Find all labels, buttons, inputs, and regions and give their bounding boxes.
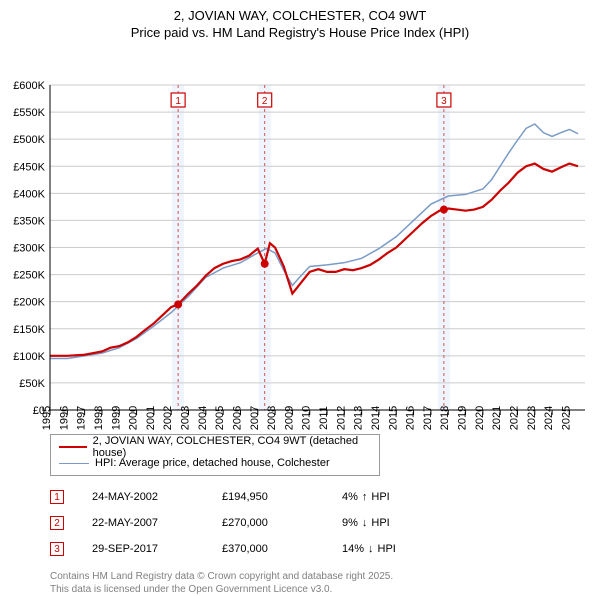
legend-row: 2, JOVIAN WAY, COLCHESTER, CO4 9WT (deta… — [59, 439, 371, 455]
x-tick-label: 2003 — [180, 406, 192, 430]
sale-date: 29-SEP-2017 — [92, 543, 222, 555]
sale-row: 3 29-SEP-2017£370,00014% ↓ HPI — [50, 536, 600, 562]
sale-row: 2 22-MAY-2007£270,0009% ↓HPI — [50, 510, 600, 536]
x-tick-label: 2016 — [405, 406, 417, 430]
y-tick-label: £50K — [19, 378, 45, 390]
x-tick-label: 2019 — [457, 406, 469, 430]
sale-price-dot — [174, 300, 182, 308]
x-tick-label: 1997 — [76, 406, 88, 430]
legend-row: HPI: Average price, detached house, Colc… — [59, 455, 371, 471]
x-tick-label: 2010 — [301, 406, 313, 430]
x-tick-label: 2015 — [387, 406, 399, 430]
x-tick-label: 2000 — [128, 406, 140, 430]
sale-price-dot — [440, 206, 448, 214]
x-tick-label: 2022 — [508, 406, 520, 430]
y-tick-label: £250K — [13, 270, 45, 282]
x-tick-label: 2020 — [474, 406, 486, 430]
sale-row: 1 24-MAY-2002£194,9504% ↑HPI — [50, 484, 600, 510]
chart-title-address: 2, JOVIAN WAY, COLCHESTER, CO4 9WT — [0, 8, 600, 23]
x-tick-label: 2001 — [145, 406, 157, 430]
x-tick-label: 2021 — [491, 406, 503, 430]
chart-container: £0£50K£100K£150K£200K£250K£300K£350K£400… — [0, 40, 600, 430]
x-tick-label: 2004 — [197, 406, 209, 430]
x-tick-label: 2006 — [231, 406, 243, 430]
footer-line-1: Contains HM Land Registry data © Crown c… — [50, 570, 600, 583]
legend-swatch — [59, 446, 87, 448]
x-tick-label: 2002 — [162, 406, 174, 430]
x-tick-label: 2008 — [266, 406, 278, 430]
sale-price: £370,000 — [222, 543, 342, 555]
sale-price-dot — [261, 260, 269, 268]
legend-label: 2, JOVIAN WAY, COLCHESTER, CO4 9WT (deta… — [93, 435, 371, 459]
x-tick-label: 2009 — [283, 406, 295, 430]
price-chart: £0£50K£100K£150K£200K£250K£300K£350K£400… — [0, 40, 600, 430]
y-tick-label: £300K — [13, 243, 45, 255]
sale-date: 24-MAY-2002 — [92, 491, 222, 503]
sale-number-box: 2 — [50, 516, 64, 530]
x-tick-label: 2014 — [370, 406, 382, 430]
sale-diff-percent: 4% — [342, 491, 358, 503]
y-tick-label: £200K — [13, 297, 45, 309]
series-line — [50, 164, 578, 356]
footer-attribution: Contains HM Land Registry data © Crown c… — [50, 570, 600, 596]
sale-marker-number: 3 — [441, 96, 447, 107]
x-tick-label: 2025 — [560, 406, 572, 430]
y-tick-label: £400K — [13, 188, 45, 200]
sale-diff-percent: 14% — [342, 543, 364, 555]
legend-label: HPI: Average price, detached house, Colc… — [95, 457, 330, 469]
x-tick-label: 2024 — [543, 406, 555, 430]
x-tick-label: 2018 — [439, 406, 451, 430]
sale-price: £194,950 — [222, 491, 342, 503]
sale-number-box: 3 — [50, 542, 64, 556]
sale-diff-arrow-icon: ↓ — [368, 543, 374, 555]
y-tick-label: £600K — [13, 80, 45, 92]
x-tick-label: 2023 — [526, 406, 538, 430]
sale-diff-vs: HPI — [378, 543, 396, 555]
sale-diff-vs: HPI — [371, 491, 389, 503]
x-tick-label: 2017 — [422, 406, 434, 430]
sale-price: £270,000 — [222, 517, 342, 529]
x-tick-label: 1998 — [93, 406, 105, 430]
series-line — [50, 124, 578, 359]
x-tick-label: 2013 — [353, 406, 365, 430]
x-tick-label: 1996 — [58, 406, 70, 430]
sale-marker-number: 1 — [175, 96, 181, 107]
y-tick-label: £500K — [13, 134, 45, 146]
y-tick-label: £100K — [13, 351, 45, 363]
x-tick-label: 2007 — [249, 406, 261, 430]
legend-swatch — [59, 463, 89, 464]
sale-diff-percent: 9% — [342, 517, 358, 529]
sales-table: 124-MAY-2002£194,9504%↑HPI222-MAY-2007£2… — [50, 484, 600, 562]
y-tick-label: £350K — [13, 215, 45, 227]
x-tick-label: 2012 — [335, 406, 347, 430]
sale-date: 22-MAY-2007 — [92, 517, 222, 529]
y-tick-label: £150K — [13, 324, 45, 336]
sale-diff-arrow-icon: ↑ — [362, 491, 368, 503]
y-tick-label: £450K — [13, 161, 45, 173]
x-tick-label: 2005 — [214, 406, 226, 430]
chart-title-block: 2, JOVIAN WAY, COLCHESTER, CO4 9WT Price… — [0, 0, 600, 40]
x-tick-label: 1995 — [41, 406, 53, 430]
chart-title-subtitle: Price paid vs. HM Land Registry's House … — [0, 25, 600, 40]
sale-marker-number: 2 — [262, 96, 268, 107]
chart-legend: 2, JOVIAN WAY, COLCHESTER, CO4 9WT (deta… — [50, 434, 380, 476]
x-tick-label: 1999 — [110, 406, 122, 430]
y-tick-label: £550K — [13, 107, 45, 119]
sale-diff-vs: HPI — [371, 517, 389, 529]
sale-number-box: 1 — [50, 490, 64, 504]
sale-diff-arrow-icon: ↓ — [362, 517, 368, 529]
